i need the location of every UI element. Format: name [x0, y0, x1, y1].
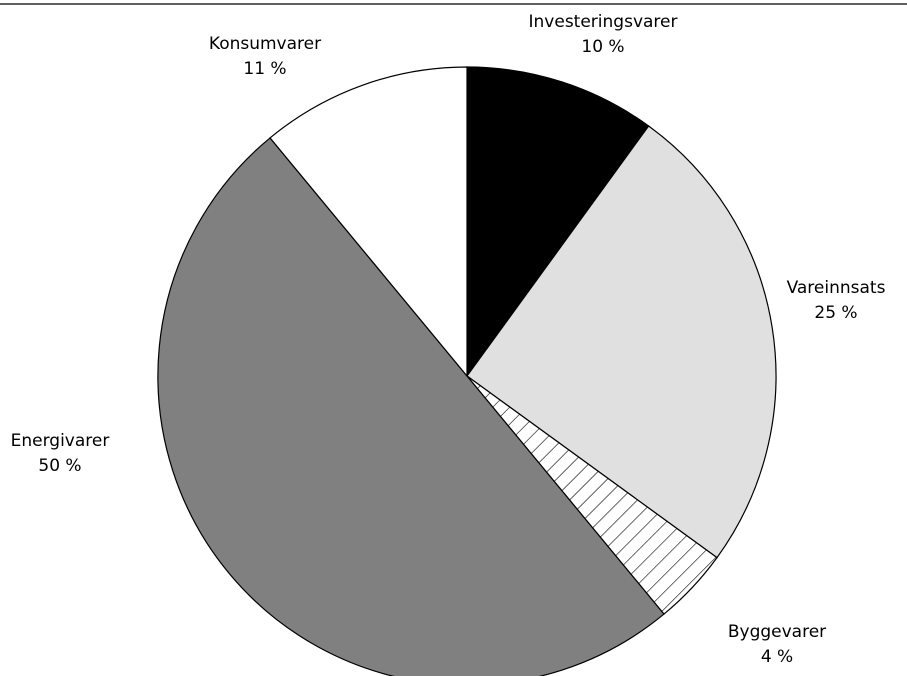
slice-label: Konsumvarer	[209, 34, 321, 54]
slice-value: 25 %	[814, 303, 857, 323]
slice-label: Investeringsvarer	[529, 12, 678, 32]
pie-slice	[466, 125, 777, 559]
slice-value: 50 %	[38, 456, 81, 476]
slice-label: Byggevarer	[728, 622, 826, 642]
pie-slice	[157, 137, 665, 676]
slice-value: 10 %	[581, 37, 624, 57]
slice-label: Vareinnsats	[787, 278, 886, 298]
pie-slice	[269, 66, 468, 378]
slice-value: 4 %	[761, 647, 793, 667]
slice-value: 11 %	[243, 59, 286, 79]
slice-label: Energivarer	[11, 431, 110, 451]
pie-slice	[466, 66, 650, 378]
